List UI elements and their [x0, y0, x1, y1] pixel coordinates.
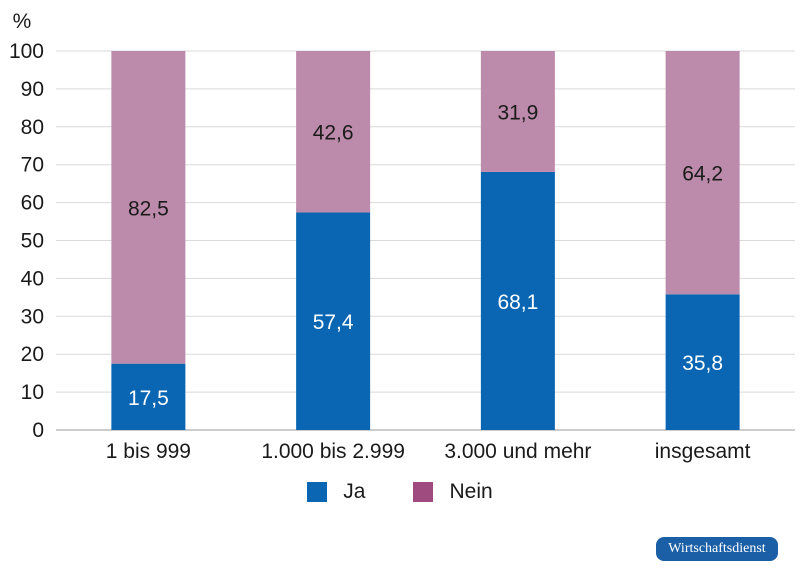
legend-label-ja: Ja: [343, 480, 366, 503]
legend: Ja Nein: [0, 480, 800, 504]
y-tick-label: 40: [21, 267, 44, 290]
y-tick-label: 100: [9, 40, 44, 63]
y-tick-label: 30: [21, 305, 44, 328]
wirtschaftsdienst-logo: Wirtschaftsdienst: [656, 537, 778, 561]
y-tick-label: 90: [21, 78, 44, 101]
bars: [111, 51, 740, 430]
y-tick-label: 70: [21, 154, 44, 177]
data-label: 31,9: [497, 101, 538, 124]
y-tick-label: 20: [21, 343, 44, 366]
x-category-label: 3.000 und mehr: [444, 440, 591, 463]
data-labels: 17,5 82,5 57,4 42,6 68,1 31,9 35,8 64,2: [128, 101, 723, 409]
data-label: 57,4: [313, 311, 354, 334]
y-tick-label: 10: [21, 381, 44, 404]
data-label: 42,6: [313, 122, 354, 145]
y-tick-label: 60: [21, 192, 44, 215]
data-label: 68,1: [497, 291, 538, 314]
legend-item-nein: Nein: [413, 480, 493, 504]
stacked-bar-chart: 0 10 20 30 40 50 60 70 80 90 100 17,5 82,5 57,4 42,6 6…: [9, 10, 795, 463]
x-category-label: insgesamt: [655, 440, 751, 463]
bar-segment-nein: [480, 51, 555, 172]
y-tick-label: 50: [21, 230, 44, 253]
y-axis-ticks: 0 10 20 30 40 50 60 70 80 90 100: [9, 40, 44, 442]
legend-swatch-ja: [307, 482, 328, 502]
legend-swatch-nein: [413, 482, 434, 502]
bar-segment-nein: [111, 51, 186, 364]
data-label: 35,8: [682, 352, 723, 375]
x-category-label: 1.000 bis 2.999: [261, 440, 405, 463]
bar-segment-ja: [111, 363, 186, 430]
data-label: 82,5: [128, 197, 169, 220]
x-axis-categories: 1 bis 999 1.000 bis 2.999 3.000 und mehr in…: [106, 440, 751, 463]
data-label: 64,2: [682, 163, 723, 186]
y-tick-label: 80: [21, 116, 44, 139]
bar-segment-ja: [665, 294, 740, 430]
bar-segment-nein: [296, 51, 371, 213]
bar-segment-nein: [665, 51, 740, 295]
y-tick-label: 0: [32, 419, 44, 442]
legend-label-nein: Nein: [449, 480, 493, 503]
bar-segment-ja: [296, 212, 371, 430]
y-axis-unit-label: %: [13, 10, 32, 33]
data-label: 17,5: [128, 387, 169, 410]
bar-segment-ja: [480, 171, 555, 430]
legend-item-ja: Ja: [307, 480, 365, 504]
x-category-label: 1 bis 999: [106, 440, 191, 463]
